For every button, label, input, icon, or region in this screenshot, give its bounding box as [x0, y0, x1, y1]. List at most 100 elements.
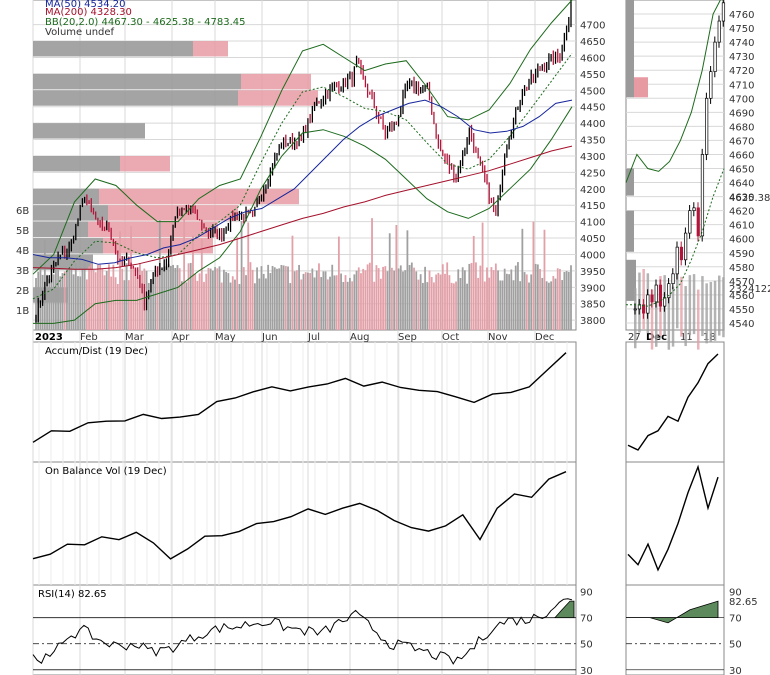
- rsi-tick-label: 70: [580, 614, 593, 625]
- volume-bar: [379, 278, 382, 330]
- volume-bar: [545, 281, 548, 330]
- volume-bar: [561, 280, 564, 330]
- volume-bar: [271, 265, 274, 330]
- month-label: Sep: [398, 332, 417, 343]
- zoom-tick-label: 4650: [729, 165, 754, 176]
- volume-bar: [459, 278, 462, 330]
- volume-bar: [99, 264, 102, 330]
- volume-bar: [556, 268, 559, 330]
- volume-bar: [362, 268, 365, 330]
- accum-dist-line: [32, 352, 567, 443]
- volume-bar: [267, 264, 270, 330]
- zoom-candle-body: [692, 207, 696, 211]
- volume-bar: [242, 267, 245, 330]
- volume-bar: [519, 281, 522, 330]
- month-label: 2023: [35, 332, 63, 343]
- volume-bar: [287, 266, 289, 330]
- volume-bar: [130, 226, 132, 330]
- volume-bar: [437, 272, 440, 330]
- volume-bar: [185, 282, 188, 330]
- month-label: Feb: [80, 332, 98, 343]
- volume-bar: [470, 263, 473, 330]
- rsi-zoom-frame: [625, 584, 725, 675]
- volume-bar: [176, 265, 179, 330]
- zoom-candle-body: [717, 20, 721, 43]
- volume-by-price-bar: [33, 221, 88, 238]
- volume-bar: [161, 268, 163, 330]
- volume-tick-label: 4B: [16, 246, 29, 257]
- zoom-volume-bar: [684, 286, 687, 347]
- volume-bar: [284, 266, 287, 330]
- volume-bar: [373, 281, 376, 330]
- volume-bar: [223, 269, 225, 330]
- price-tick-label: 4000: [580, 250, 605, 261]
- volume-bar: [229, 282, 232, 330]
- zoom-tick-label: 4660: [729, 150, 754, 161]
- price-tick-label: 4350: [580, 136, 605, 147]
- volume-bar: [567, 271, 570, 330]
- volume-bar: [397, 268, 400, 330]
- volume-bar: [479, 265, 482, 330]
- zoom-tick-label: 4710: [729, 80, 754, 91]
- volume-bar: [132, 266, 135, 330]
- volume-bar: [428, 270, 431, 330]
- volume-bar: [262, 273, 265, 330]
- legend-bb: BB(20,2.0) 4467.30 - 4625.38 - 4783.45: [45, 17, 246, 28]
- volume-bar: [357, 267, 360, 330]
- volume-bar: [541, 277, 544, 330]
- volume-bar: [108, 264, 110, 330]
- volume-bar: [523, 272, 526, 330]
- price-tick-label: 3850: [580, 300, 605, 311]
- volume-bar: [136, 276, 139, 330]
- zoom-rsi-tick-label: 50: [729, 640, 742, 651]
- volume-bar: [83, 262, 86, 330]
- zoom-panel: [625, 0, 726, 350]
- zoom-candle-body: [709, 71, 713, 99]
- volume-tick-label: 2B: [16, 286, 29, 297]
- volume-bar: [346, 281, 349, 330]
- volume-bar: [421, 282, 424, 330]
- volume-bar: [123, 280, 126, 330]
- volume-bar: [364, 270, 367, 330]
- zoom-volume-bar: [680, 276, 683, 337]
- month-label: Mar: [125, 332, 145, 343]
- month-label: Jun: [261, 332, 278, 343]
- volume-bar: [154, 270, 157, 330]
- volume-bar: [251, 269, 254, 330]
- price-tick-label: 4650: [580, 37, 605, 48]
- volume-bar: [559, 269, 561, 330]
- legend-ma50: MA(50) 4534.20: [45, 0, 126, 10]
- volume-bar: [97, 264, 99, 330]
- volume-bar: [393, 270, 396, 330]
- volume-bar: [79, 276, 82, 330]
- volume-bar: [141, 271, 144, 330]
- zoom-candle-body: [654, 284, 658, 303]
- obv-line-zoom: [627, 464, 719, 572]
- volume-bar: [225, 272, 228, 330]
- volume-bar: [530, 274, 533, 330]
- volume-bar: [468, 263, 471, 330]
- volume-bar: [340, 273, 342, 330]
- volume-bar: [273, 267, 276, 330]
- volume-bar: [300, 279, 303, 330]
- volume-bar: [298, 264, 300, 330]
- volume-bar: [452, 283, 455, 330]
- zoom-bollinger-middle: [626, 168, 725, 307]
- volume-tick-label: 5B: [16, 226, 29, 237]
- zoom-candle-body: [675, 246, 679, 275]
- volume-bar: [70, 265, 73, 330]
- volume-bar: [81, 268, 84, 330]
- volume-bar: [50, 266, 53, 330]
- zoom-candle-body: [650, 294, 654, 303]
- volume-bar: [88, 266, 90, 330]
- volume-bar: [61, 273, 64, 330]
- volume-bar: [532, 221, 535, 330]
- volume-by-price-bar: [108, 205, 238, 221]
- price-tick-label: 4050: [580, 234, 605, 245]
- volume-bar: [54, 262, 57, 330]
- volume-bar: [388, 233, 391, 330]
- volume-bar: [198, 273, 201, 330]
- volume-bar: [127, 280, 130, 330]
- volume-bar: [121, 268, 124, 330]
- volume-bar: [552, 276, 555, 330]
